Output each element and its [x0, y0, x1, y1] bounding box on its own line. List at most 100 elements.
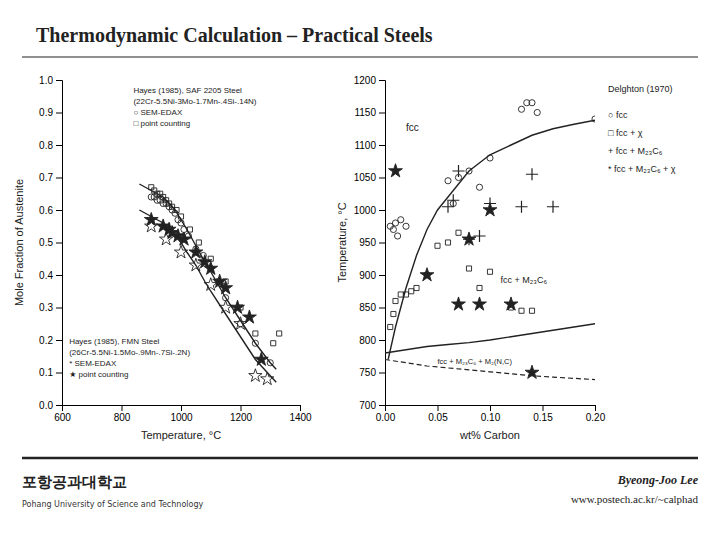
x-axis-tick: 1400 [289, 405, 312, 423]
point [487, 269, 492, 274]
point [178, 220, 184, 226]
y-axis-tick-label: 750 [359, 367, 376, 378]
annotation-line: Hayes (1985), FMN Steel [69, 337, 159, 346]
y-axis-tick: 0.0 [39, 400, 62, 411]
point [445, 178, 451, 184]
x-axis-tick-mark [241, 405, 242, 411]
point [445, 240, 450, 245]
y-axis-tick-mark [56, 80, 62, 81]
y-axis-tick-label: 1150 [354, 107, 376, 118]
x-axis-tick-mark [490, 405, 491, 411]
line [139, 184, 276, 369]
point-group [442, 165, 559, 245]
y-axis-tick: 0.1 [39, 367, 62, 378]
point [592, 116, 595, 122]
y-axis-tick: 1150 [354, 107, 385, 118]
y-axis-tick: 0.9 [39, 107, 62, 118]
point [242, 310, 256, 323]
point [219, 301, 232, 314]
point-group [387, 100, 595, 239]
point [466, 168, 472, 174]
point [435, 243, 440, 248]
y-axis-tick-label: 0.1 [39, 367, 53, 378]
annotation-line: ○ fcc [608, 110, 628, 120]
y-axis-tick: 0.3 [39, 302, 62, 313]
point [271, 341, 276, 346]
line [385, 324, 595, 353]
point-group [389, 164, 539, 379]
x-axis-tick-label: 0.10 [481, 412, 501, 423]
point [547, 201, 559, 213]
point [254, 352, 268, 365]
y-axis-tick: 1050 [354, 172, 385, 183]
y-axis-tick-mark [379, 210, 385, 211]
point [456, 230, 461, 235]
point [529, 100, 535, 106]
y-axis-tick-mark [56, 243, 62, 244]
y-axis-tick: 750 [359, 367, 385, 378]
annotation-line: □ fcc + χ [608, 128, 643, 138]
annotation-line: fcc + M₂₃C₆ [501, 275, 548, 285]
point [261, 372, 274, 385]
x-axis-tick-label: 0.05 [428, 412, 448, 423]
point [395, 233, 401, 239]
y-axis-tick-label: 1000 [354, 205, 377, 216]
x-axis-tick-label: 0.15 [533, 412, 553, 423]
point [409, 289, 414, 294]
y-axis-tick: 0.4 [39, 270, 62, 281]
y-axis-tick: 900 [359, 270, 385, 281]
point [267, 360, 273, 366]
annotation: fcc [406, 122, 419, 133]
annotation: fcc + M₂₃C₆ + M₂(N,C) [438, 357, 513, 366]
y-axis-tick-label: 0.5 [39, 237, 53, 248]
point [483, 203, 497, 216]
footer-text: 포항공과대학교 [22, 473, 127, 491]
y-axis-tick-label: 0.0 [39, 400, 53, 411]
y-axis-tick-label: 1.0 [39, 75, 53, 86]
y-axis-tick-mark [379, 80, 385, 81]
x-axis-tick: 600 [54, 405, 71, 423]
point [462, 232, 476, 245]
annotation: Delghton (1970) [608, 84, 673, 94]
point [420, 268, 434, 281]
y-axis-tick-label: 0.3 [39, 302, 53, 313]
x-axis-tick-mark [122, 405, 123, 411]
point [477, 285, 482, 290]
annotation-line: (26Cr-5.5Ni-1.5Mo-.9Mn-.7Si-.2N) [69, 348, 190, 357]
point [231, 300, 245, 313]
point [403, 223, 409, 229]
y-axis-tick-label: 0.8 [39, 140, 53, 151]
point [177, 232, 191, 245]
x-axis-tick-label: 1000 [170, 412, 193, 423]
y-axis-tick-mark [379, 113, 385, 114]
annotation: + fcc + M₂₃C₆ [608, 146, 663, 156]
x-axis-tick-label: 600 [54, 412, 71, 423]
point [178, 214, 183, 219]
point [473, 297, 487, 310]
point [252, 340, 258, 346]
annotation: fcc + M₂₃C₆ [501, 275, 548, 285]
y-axis-tick-label: 850 [359, 302, 376, 313]
x-axis-tick-label: 0.00 [376, 412, 396, 423]
y-axis-tick-mark [56, 405, 62, 406]
x-axis-tick: 1000 [170, 405, 193, 423]
y-axis-tick: 1200 [354, 75, 385, 86]
point [219, 281, 233, 294]
title-rule [22, 56, 698, 57]
point [452, 297, 466, 310]
annotation-line: + fcc + M₂₃C₆ [608, 146, 663, 156]
annotation-line: ★ point counting [69, 370, 128, 379]
point [172, 210, 178, 216]
point [189, 245, 203, 258]
annotation-line: Delghton (1970) [608, 84, 673, 94]
x-axis-tick-label: 0.20 [586, 412, 606, 423]
point [174, 245, 187, 258]
x-axis-tick: 0.20 [586, 405, 606, 423]
footer-text: Byeong-Joo Lee [617, 473, 699, 487]
point [398, 292, 403, 297]
y-axis-line [56, 81, 63, 406]
point [476, 184, 482, 190]
line [388, 120, 595, 359]
footer-text-line: Pohang University of Science and Technol… [22, 500, 203, 509]
annotation-line: * fcc + M₂₃C₆ + χ [608, 164, 676, 174]
